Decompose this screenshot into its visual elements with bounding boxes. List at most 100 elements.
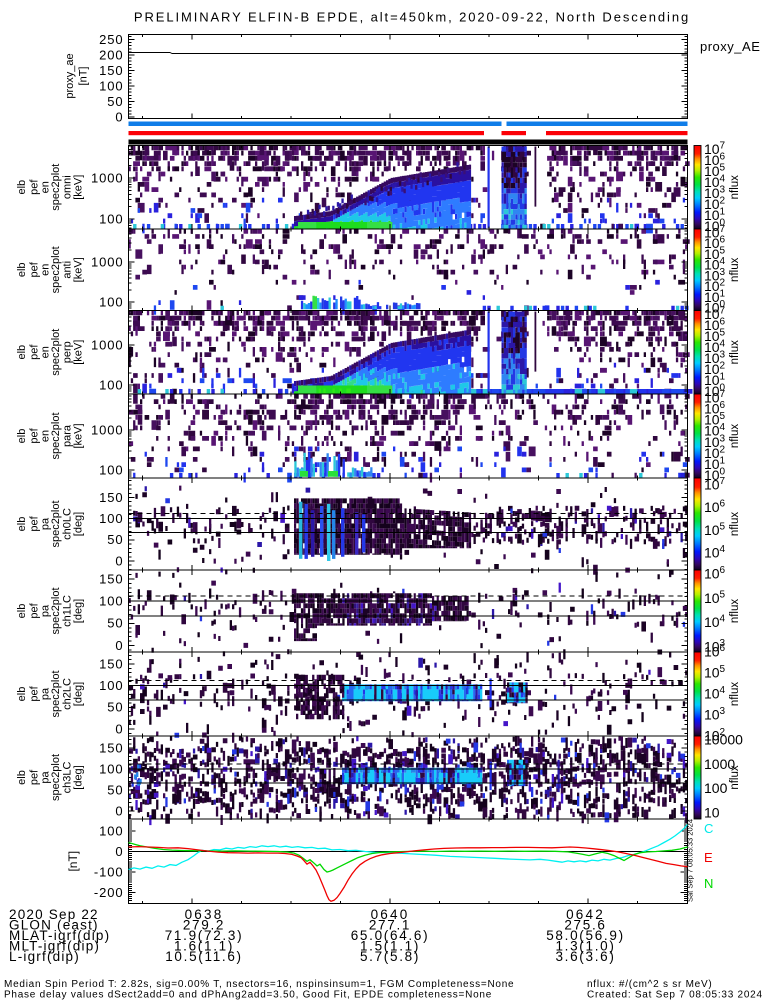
- svg-text:10: 10: [704, 174, 720, 190]
- svg-text:4: 4: [720, 174, 726, 185]
- svg-text:[keV]: [keV]: [73, 423, 85, 448]
- svg-text:[deg]: [deg]: [73, 682, 85, 706]
- svg-text:0: 0: [720, 299, 726, 310]
- svg-text:[deg]: [deg]: [73, 599, 85, 623]
- svg-text:150: 150: [99, 490, 123, 505]
- svg-text:10: 10: [704, 361, 720, 377]
- svg-text:71.9(72.3): 71.9(72.3): [165, 928, 244, 943]
- svg-text:58.0(56.9): 58.0(56.9): [546, 928, 625, 943]
- svg-text:pef: pef: [29, 427, 41, 443]
- svg-text:10: 10: [704, 644, 720, 660]
- svg-text:1.5(1.1): 1.5(1.1): [360, 939, 420, 954]
- svg-text:6: 6: [720, 152, 726, 163]
- svg-text:Median Spin Period T: 2.82s, s: Median Spin Period T: 2.82s, sig=0.00% T…: [4, 979, 514, 990]
- svg-text:elb: elb: [16, 345, 28, 360]
- svg-text:4: 4: [720, 339, 726, 350]
- svg-text:150: 150: [99, 740, 123, 755]
- svg-text:0: 0: [720, 467, 726, 478]
- svg-text:6: 6: [720, 565, 726, 576]
- svg-text:elb: elb: [16, 517, 28, 532]
- svg-text:[nT]: [nT]: [66, 851, 80, 872]
- svg-text:10: 10: [704, 257, 720, 273]
- svg-text:proxy_ae: proxy_ae: [64, 53, 76, 98]
- svg-text:50: 50: [107, 532, 123, 547]
- svg-text:3.6(3.6): 3.6(3.6): [555, 949, 615, 964]
- svg-text:200: 200: [99, 47, 123, 62]
- svg-text:2: 2: [720, 196, 726, 207]
- svg-text:pef: pef: [29, 602, 41, 618]
- svg-text:spec2plot: spec2plot: [50, 587, 62, 634]
- svg-text:6: 6: [720, 499, 726, 510]
- svg-text:150: 150: [99, 571, 123, 586]
- svg-text:50: 50: [107, 94, 123, 109]
- svg-text:100: 100: [99, 761, 123, 776]
- svg-text:10: 10: [704, 728, 720, 744]
- svg-text:0: 0: [115, 553, 123, 568]
- svg-text:3: 3: [720, 433, 726, 444]
- svg-text:10: 10: [704, 499, 720, 515]
- svg-text:10: 10: [704, 350, 720, 366]
- svg-text:Sat Sep 7 08:05:33 2024: Sat Sep 7 08:05:33 2024: [686, 819, 695, 902]
- svg-text:10: 10: [704, 423, 720, 439]
- svg-text:275.6: 275.6: [564, 918, 606, 933]
- svg-text:7: 7: [720, 389, 726, 400]
- svg-text:nflux: #/(cm^2 s sr MeV): nflux: #/(cm^2 s sr MeV): [587, 979, 713, 990]
- svg-text:10: 10: [704, 246, 720, 262]
- svg-text:nflux: nflux: [729, 340, 741, 365]
- svg-text:0: 0: [115, 844, 123, 859]
- svg-text:4: 4: [720, 544, 726, 555]
- svg-text:1000: 1000: [91, 170, 124, 185]
- svg-text:2: 2: [720, 444, 726, 455]
- svg-text:en: en: [40, 430, 52, 442]
- svg-text:5: 5: [720, 163, 726, 174]
- svg-text:10: 10: [704, 383, 720, 399]
- svg-text:-100: -100: [94, 864, 124, 879]
- svg-text:0: 0: [115, 721, 123, 736]
- svg-text:5: 5: [720, 245, 726, 256]
- svg-text:250: 250: [99, 32, 123, 47]
- svg-text:4: 4: [720, 614, 726, 625]
- svg-text:spec2plot: spec2plot: [50, 412, 62, 459]
- svg-text:10: 10: [704, 218, 720, 234]
- svg-text:ch2LC: ch2LC: [62, 678, 74, 710]
- svg-text:3: 3: [720, 706, 726, 717]
- svg-text:1000: 1000: [704, 756, 735, 772]
- svg-text:C: C: [704, 821, 713, 836]
- svg-text:0: 0: [720, 218, 726, 229]
- svg-text:7: 7: [720, 306, 726, 317]
- svg-text:1: 1: [720, 455, 726, 466]
- svg-text:0642: 0642: [566, 907, 605, 922]
- svg-text:5.7(5.8): 5.7(5.8): [360, 949, 420, 964]
- svg-text:7: 7: [720, 224, 726, 235]
- svg-text:10: 10: [704, 152, 720, 168]
- svg-text:1: 1: [720, 372, 726, 383]
- svg-text:100: 100: [99, 294, 123, 309]
- svg-text:omni: omni: [62, 175, 74, 199]
- svg-text:pef: pef: [29, 685, 41, 701]
- svg-text:10: 10: [704, 805, 720, 821]
- svg-text:pa: pa: [40, 771, 52, 784]
- svg-text:nflux: nflux: [729, 175, 741, 200]
- svg-text:pef: pef: [29, 344, 41, 360]
- svg-text:-200: -200: [94, 885, 124, 900]
- svg-text:10: 10: [704, 545, 720, 561]
- svg-text:1.3(1.0): 1.3(1.0): [555, 939, 615, 954]
- svg-text:50: 50: [107, 782, 123, 797]
- svg-text:Phase delay values dSect2add=0: Phase delay values dSect2add=0 and dPhAn…: [4, 990, 492, 1000]
- svg-text:Created: Sat Sep 7 08:05:33 2: Created: Sat Sep 7 08:05:33 2024: [587, 990, 763, 1000]
- svg-text:10: 10: [704, 196, 720, 212]
- svg-text:100: 100: [99, 211, 123, 226]
- svg-text:10: 10: [704, 163, 720, 179]
- svg-text:pef: pef: [29, 261, 41, 277]
- svg-text:10: 10: [704, 707, 720, 723]
- svg-text:10: 10: [704, 522, 720, 538]
- svg-text:2: 2: [720, 278, 726, 289]
- svg-text:10: 10: [704, 317, 720, 333]
- svg-text:10: 10: [704, 141, 720, 157]
- svg-text:2: 2: [720, 361, 726, 372]
- svg-text:100: 100: [99, 377, 123, 392]
- svg-text:2: 2: [720, 727, 726, 738]
- svg-text:10: 10: [704, 467, 720, 483]
- svg-text:10: 10: [704, 590, 720, 606]
- svg-text:ch1LC: ch1LC: [62, 595, 74, 627]
